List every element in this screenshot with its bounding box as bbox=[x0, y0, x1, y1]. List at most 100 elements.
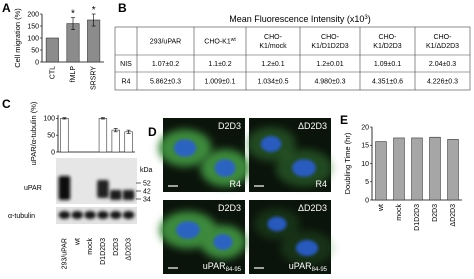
blot-band bbox=[122, 211, 135, 219]
text-part: CHO- bbox=[379, 34, 398, 41]
table-cell: 1.2±0.1 bbox=[261, 61, 284, 68]
text-part: R4 bbox=[315, 179, 327, 189]
table-cell: 1.09±0.1 bbox=[374, 61, 401, 68]
table-header: CHO- bbox=[264, 34, 283, 41]
micrograph-title: D2D3 bbox=[218, 121, 241, 131]
x-tick-label: wt bbox=[378, 204, 385, 212]
table-cell: 1.009±0.1 bbox=[204, 79, 235, 86]
x-tick-label: mock bbox=[87, 238, 94, 255]
table-cell: 4.980±0.3 bbox=[314, 79, 345, 86]
x-tick-label: fMLP bbox=[70, 66, 77, 83]
x-tick-label: SRSRY bbox=[91, 66, 98, 90]
table-border bbox=[114, 26, 471, 91]
text-part: 84-95 bbox=[312, 267, 328, 273]
bar bbox=[447, 139, 459, 201]
micrograph-label: R4 bbox=[315, 179, 327, 189]
y-tick-label: 0 bbox=[51, 149, 55, 156]
text-part: CHO-K1 bbox=[204, 39, 231, 46]
annotation: * bbox=[92, 5, 96, 16]
y-tick-label: 50 bbox=[31, 47, 39, 54]
text-part: CHO- bbox=[434, 34, 453, 41]
text-part: 84-95 bbox=[226, 267, 242, 273]
text-part: K1/D2D3 bbox=[373, 43, 402, 50]
text-part: Mean Fluorescence Intensity (x10 bbox=[229, 14, 364, 24]
text-part: wt bbox=[231, 37, 237, 43]
micrograph-label: R4 bbox=[229, 179, 241, 189]
text-part: uPAR bbox=[203, 261, 226, 271]
panel-label: B bbox=[118, 1, 127, 15]
x-tick-label: ΔD2D3 bbox=[126, 238, 133, 261]
x-tick-label: D2D3 bbox=[113, 238, 120, 256]
table-cell: 4.226±0.3 bbox=[427, 79, 458, 86]
table-header: CHO- bbox=[321, 34, 340, 41]
text-part: K1/D1D2D3 bbox=[311, 43, 348, 50]
y-tick-label: 0 bbox=[365, 197, 369, 204]
table-header: CHO- bbox=[434, 34, 453, 41]
y-tick-label: 100 bbox=[43, 116, 55, 123]
x-tick-label: D1D2D3 bbox=[414, 204, 421, 231]
blot-band bbox=[84, 211, 96, 219]
table-header: CHO- bbox=[379, 34, 398, 41]
micrograph-label: uPAR84-95 bbox=[289, 261, 328, 273]
bar bbox=[45, 37, 59, 63]
y-tick-label: 10 bbox=[361, 161, 369, 168]
error-bar bbox=[91, 13, 96, 27]
x-tick-label: 293/uPAR bbox=[61, 238, 68, 269]
table-header: K1/D2D3 bbox=[373, 43, 402, 50]
micrograph-title: D2D3 bbox=[218, 203, 241, 213]
micrograph: D2D3 R4 bbox=[158, 118, 250, 192]
blot-band bbox=[97, 180, 109, 198]
text-part: 3 bbox=[364, 15, 368, 21]
table-cell: 1.07±0.2 bbox=[152, 61, 179, 68]
x-tick-label: ΔD2D3 bbox=[450, 204, 457, 227]
marker-label: 34 bbox=[143, 197, 151, 204]
cell-nucleus bbox=[295, 240, 319, 256]
x-tick-label: D2D3 bbox=[432, 204, 439, 222]
bar bbox=[60, 118, 69, 153]
micrograph-title: ΔD2D3 bbox=[298, 121, 327, 131]
blot-band bbox=[97, 211, 109, 219]
text-part: K1/ΔD2D3 bbox=[426, 43, 459, 50]
cell-nucleus bbox=[214, 159, 236, 177]
row-header: NIS bbox=[120, 61, 132, 68]
error-bar bbox=[62, 117, 67, 120]
bar bbox=[98, 118, 108, 153]
row-header: R4 bbox=[122, 79, 131, 86]
cell-nucleus bbox=[213, 234, 233, 250]
bar bbox=[393, 137, 405, 201]
y-axis-label: Cell migration (%) bbox=[13, 8, 22, 68]
cell-nucleus bbox=[292, 159, 316, 177]
y-tick-label: 200 bbox=[27, 11, 39, 18]
table-header: K1/ΔD2D3 bbox=[426, 43, 459, 50]
y-tick-label: 50 bbox=[47, 132, 55, 139]
panel-label: A bbox=[2, 1, 11, 15]
annotation: * bbox=[71, 9, 75, 20]
text-part: R4 bbox=[229, 179, 241, 189]
x-tick-label: D1D2D3 bbox=[100, 238, 107, 265]
panel-label: E bbox=[340, 113, 348, 127]
blot-row-label: uPAR bbox=[24, 185, 42, 192]
x-tick-label: mock bbox=[396, 204, 403, 221]
y-tick-label: 5 bbox=[365, 179, 369, 186]
bar bbox=[124, 131, 133, 153]
y-axis-label: uPAR/α-tubulin (%) bbox=[29, 101, 38, 165]
table-cell: 4.351±0.6 bbox=[372, 79, 403, 86]
micrograph: ΔD2D3 R4 bbox=[246, 118, 333, 192]
micrograph-title: ΔD2D3 bbox=[298, 203, 327, 213]
y-tick-label: 20 bbox=[361, 124, 369, 131]
x-tick-label: wt bbox=[74, 238, 81, 246]
error-bar bbox=[71, 17, 75, 30]
error-bar bbox=[100, 117, 105, 120]
blot-band bbox=[109, 211, 122, 219]
cell-nucleus bbox=[267, 216, 287, 232]
y-tick-label: 15 bbox=[361, 143, 369, 150]
text-part: uPAR bbox=[289, 261, 312, 271]
blot-band bbox=[109, 190, 122, 200]
table-cell: 1.2±0.01 bbox=[316, 61, 343, 68]
text-part: ) bbox=[368, 14, 371, 24]
blot-unit: kDa bbox=[140, 167, 153, 174]
table-header: K1/mock bbox=[259, 43, 287, 50]
cell-nucleus bbox=[260, 136, 282, 152]
y-tick-label: 100 bbox=[27, 35, 39, 42]
table-header: 293/uPAR bbox=[150, 39, 181, 46]
